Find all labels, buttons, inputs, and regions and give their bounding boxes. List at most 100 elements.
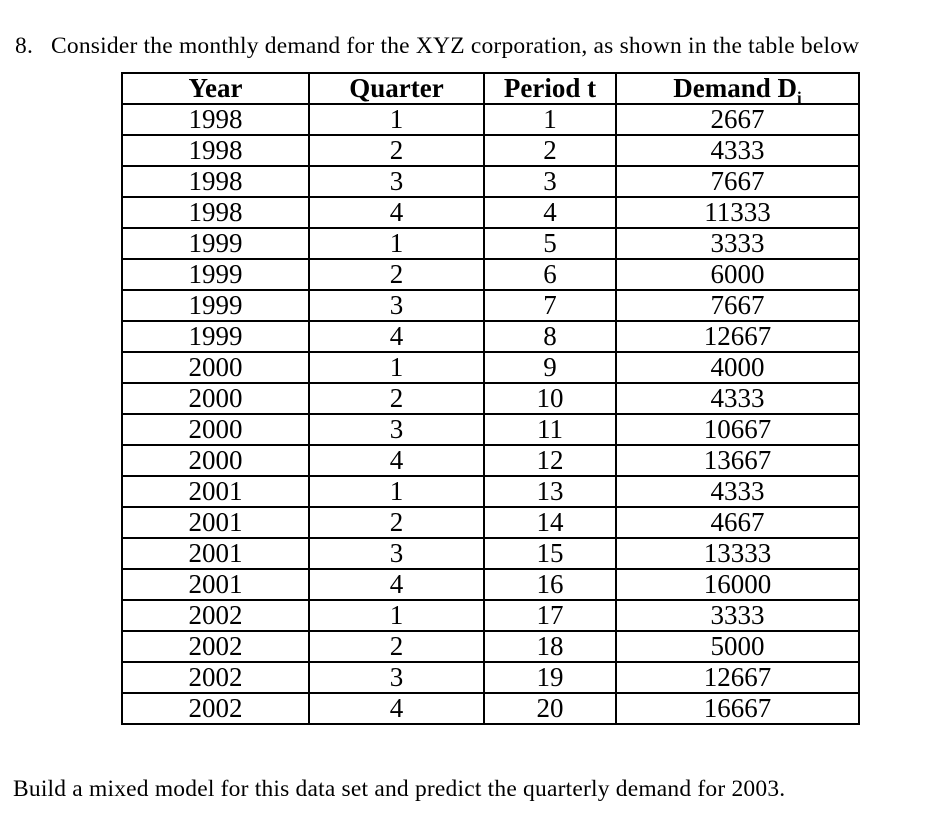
table-row: 2000 1 9 4000 [121,351,860,384]
year-cell: 2000 [121,351,310,384]
quarter-cell: 2 [308,630,485,663]
period-cell: 12 [483,444,617,477]
demand-cell: 2667 [615,103,860,136]
quarter-cell: 4 [308,444,485,477]
demand-cell: 13333 [615,537,860,570]
problem-number: 8. [15,32,34,59]
quarter-cell: 3 [308,537,485,570]
demand-cell: 4333 [615,382,860,415]
quarter-cell: 3 [308,165,485,198]
period-cell: 20 [483,692,617,725]
period-cell: 5 [483,227,617,260]
table-row: 2002 3 19 12667 [121,661,860,694]
table-row: 2000 2 10 4333 [121,382,860,415]
period-cell: 16 [483,568,617,601]
table-row: 2002 4 20 16667 [121,692,860,725]
year-cell: 1998 [121,165,310,198]
year-cell: 2002 [121,599,310,632]
quarter-cell: 4 [308,692,485,725]
year-cell: 2001 [121,475,310,508]
table-row: 2001 1 13 4333 [121,475,860,508]
quarter-cell: 3 [308,661,485,694]
demand-cell: 3333 [615,227,860,260]
column-header-period: Period t [483,72,617,105]
quarter-cell: 1 [308,599,485,632]
table-row: 1998 3 3 7667 [121,165,860,198]
period-cell: 14 [483,506,617,539]
period-cell: 19 [483,661,617,694]
period-cell: 6 [483,258,617,291]
demand-cell: 4667 [615,506,860,539]
instruction-text: Build a mixed model for this data set an… [13,775,786,802]
quarter-cell: 3 [308,413,485,446]
year-cell: 2001 [121,537,310,570]
demand-cell: 7667 [615,289,860,322]
quarter-cell: 2 [308,134,485,167]
period-cell: 4 [483,196,617,229]
table-row: 2001 4 16 16000 [121,568,860,601]
period-cell: 18 [483,630,617,663]
table-body: 1998 1 1 2667 1998 2 2 4333 1998 3 3 7667 1998 4 4 1133… [121,103,860,725]
quarter-cell: 1 [308,227,485,260]
table-row: 1998 2 2 4333 [121,134,860,167]
quarter-cell: 1 [308,475,485,508]
table-row: 1999 3 7 7667 [121,289,860,322]
demand-table: Year Quarter Period t Demand Di 1998 1 1 26… [121,72,860,725]
year-cell: 2002 [121,661,310,694]
period-cell: 3 [483,165,617,198]
demand-cell: 7667 [615,165,860,198]
demand-subscript: i [797,88,802,104]
demand-cell: 4333 [615,475,860,508]
column-header-demand: Demand Di [615,72,860,105]
table-row: 1999 4 8 12667 [121,320,860,353]
problem-text: Consider the monthly demand for the XYZ … [51,32,860,59]
table-row: 2001 3 15 13333 [121,537,860,570]
demand-cell: 11333 [615,196,860,229]
table-row: 1999 2 6 6000 [121,258,860,291]
period-cell: 1 [483,103,617,136]
demand-cell: 16000 [615,568,860,601]
period-cell: 7 [483,289,617,322]
table-header-row: Year Quarter Period t Demand Di [121,72,860,105]
quarter-cell: 2 [308,506,485,539]
demand-cell: 3333 [615,599,860,632]
column-header-year: Year [121,72,310,105]
demand-cell: 6000 [615,258,860,291]
table-row: 2000 4 12 13667 [121,444,860,477]
demand-cell: 4333 [615,134,860,167]
year-cell: 1999 [121,227,310,260]
quarter-cell: 2 [308,382,485,415]
table-row: 2002 1 17 3333 [121,599,860,632]
year-cell: 1998 [121,103,310,136]
demand-cell: 4000 [615,351,860,384]
demand-cell: 13667 [615,444,860,477]
year-cell: 2002 [121,692,310,725]
problem-statement: 8. Consider the monthly demand for the XY… [15,33,859,60]
period-cell: 2 [483,134,617,167]
period-cell: 11 [483,413,617,446]
quarter-cell: 3 [308,289,485,322]
year-cell: 2000 [121,413,310,446]
quarter-cell: 1 [308,351,485,384]
demand-cell: 12667 [615,320,860,353]
quarter-cell: 1 [308,103,485,136]
period-cell: 9 [483,351,617,384]
table-row: 1998 4 4 11333 [121,196,860,229]
quarter-cell: 4 [308,320,485,353]
year-cell: 2000 [121,444,310,477]
period-cell: 13 [483,475,617,508]
period-cell: 15 [483,537,617,570]
demand-cell: 10667 [615,413,860,446]
year-cell: 2001 [121,568,310,601]
demand-cell: 16667 [615,692,860,725]
period-cell: 8 [483,320,617,353]
year-cell: 1998 [121,196,310,229]
table-row: 1999 1 5 3333 [121,227,860,260]
period-cell: 17 [483,599,617,632]
year-cell: 2000 [121,382,310,415]
year-cell: 2001 [121,506,310,539]
year-cell: 1998 [121,134,310,167]
table-row: 2001 2 14 4667 [121,506,860,539]
quarter-cell: 4 [308,196,485,229]
